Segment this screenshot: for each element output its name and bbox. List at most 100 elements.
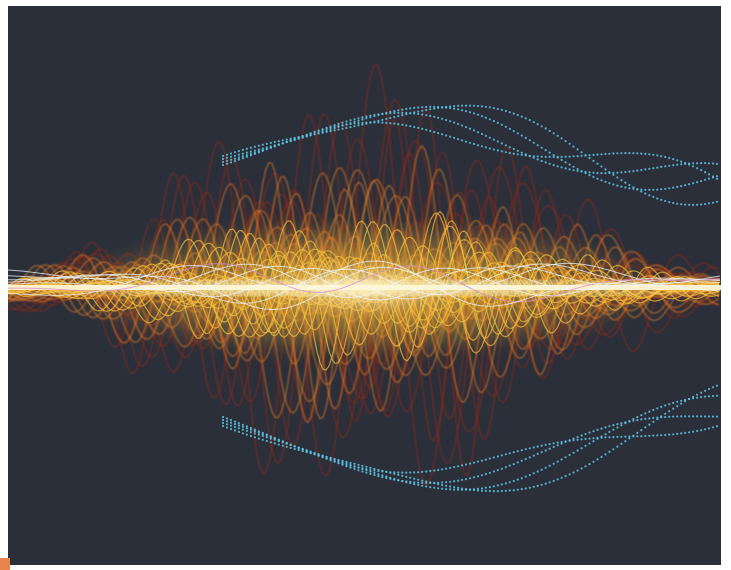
cyan-upper-dot xyxy=(281,142,284,145)
cyan-upper-dot xyxy=(660,188,663,191)
cyan-upper-dot xyxy=(715,200,719,203)
cyan-lower-dot xyxy=(628,420,631,423)
cyan-upper-dot xyxy=(604,152,607,156)
cyan-lower-dot xyxy=(636,416,639,419)
cyan-lower-dot xyxy=(572,439,575,442)
cyan-upper-dot xyxy=(488,106,491,109)
cyan-upper-dot xyxy=(281,139,284,142)
cyan-lower-dot xyxy=(608,436,611,439)
cyan-upper-dot xyxy=(349,122,352,126)
cyan-lower-dot xyxy=(508,464,511,467)
cyan-upper-dot xyxy=(337,122,340,125)
cyan-lower-dot xyxy=(660,434,663,437)
cyan-lower-dot xyxy=(676,415,679,418)
cyan-lower-dot xyxy=(528,447,531,450)
cyan-lower-dot xyxy=(596,428,599,431)
cyan-lower-dot xyxy=(636,431,639,434)
cyan-upper-dot xyxy=(532,155,535,158)
cyan-upper-dot xyxy=(389,122,392,125)
cyan-lower-dot xyxy=(715,384,719,387)
cyan-upper-dot xyxy=(560,155,563,158)
cyan-lower-dot xyxy=(524,487,527,490)
cyan-upper-dot xyxy=(249,146,252,149)
cyan-upper-dot xyxy=(548,162,551,165)
cyan-upper-dot xyxy=(325,129,328,132)
cyan-lower-dot xyxy=(269,435,272,438)
cyan-lower-dot xyxy=(512,451,515,454)
cyan-lower-dot xyxy=(672,415,675,418)
cyan-upper-dot xyxy=(437,105,440,109)
cyan-lower-dot xyxy=(381,476,384,479)
cyan-lower-dot xyxy=(588,463,591,466)
cyan-upper-dot xyxy=(620,171,623,174)
cyan-lower-dot xyxy=(556,441,559,444)
cyan-lower-dot xyxy=(277,438,280,441)
cyan-upper-dot xyxy=(556,165,559,168)
cyan-lower-dot xyxy=(417,483,420,486)
cyan-lower-dot xyxy=(241,432,244,435)
cyan-upper-dot xyxy=(524,117,527,120)
cyan-upper-dot xyxy=(704,171,707,174)
cyan-lower-dot xyxy=(437,468,440,472)
cyan-upper-dot xyxy=(684,184,687,187)
cyan-lower-dot xyxy=(425,485,428,488)
cyan-lower-dot xyxy=(453,486,456,489)
cyan-lower-dot xyxy=(449,485,452,488)
cyan-lower-dot xyxy=(500,489,503,493)
cyan-upper-dot xyxy=(692,162,695,165)
cyan-upper-dot xyxy=(696,167,699,170)
cyan-upper-dot xyxy=(221,154,225,158)
cyan-upper-dot xyxy=(652,153,655,156)
cyan-lower-dot xyxy=(564,440,567,443)
cyan-lower-dot xyxy=(289,446,292,449)
cyan-lower-dot xyxy=(237,424,240,427)
cyan-lower-dot xyxy=(544,466,547,469)
cyan-lower-dot xyxy=(676,400,679,403)
cyan-lower-dot xyxy=(540,444,543,447)
cyan-upper-dot xyxy=(480,115,484,118)
cyan-lower-dot xyxy=(484,489,487,492)
cyan-upper-dot xyxy=(508,111,511,114)
cyan-lower-dot xyxy=(353,462,356,465)
cyan-lower-dot xyxy=(532,485,535,488)
cyan-upper-dot xyxy=(652,167,655,170)
cyan-upper-dot xyxy=(564,167,567,170)
cyan-upper-dot xyxy=(233,157,237,160)
cyan-upper-dot xyxy=(445,106,448,109)
cyan-lower-dot xyxy=(640,418,643,421)
cyan-upper-dot xyxy=(596,162,599,165)
cyan-upper-dot xyxy=(632,187,635,190)
cyan-upper-dot xyxy=(460,124,464,127)
cyan-upper-dot xyxy=(484,134,487,137)
cyan-lower-dot xyxy=(484,458,487,461)
cyan-upper-dot xyxy=(241,157,244,160)
cyan-upper-dot xyxy=(261,149,264,152)
cyan-lower-dot xyxy=(576,449,579,452)
cyan-lower-dot xyxy=(496,455,499,458)
cyan-lower-dot xyxy=(632,417,635,421)
cyan-lower-dot xyxy=(560,458,563,461)
cyan-lower-dot xyxy=(373,471,376,474)
sound-wave-graphic xyxy=(8,6,721,565)
cyan-upper-dot xyxy=(389,112,392,115)
cyan-upper-dot xyxy=(596,177,599,180)
cyan-upper-dot xyxy=(700,169,703,172)
cyan-upper-dot xyxy=(660,165,663,168)
cyan-upper-dot xyxy=(656,197,659,200)
cyan-lower-dot xyxy=(604,433,607,436)
cyan-lower-dot xyxy=(628,437,631,440)
cyan-lower-dot xyxy=(285,445,288,448)
cyan-lower-dot xyxy=(269,441,272,444)
cyan-upper-dot xyxy=(241,155,244,158)
cyan-upper-dot xyxy=(349,126,352,129)
cyan-lower-dot xyxy=(604,436,607,439)
cyan-lower-dot xyxy=(508,489,511,492)
cyan-upper-dot xyxy=(516,149,519,152)
cyan-upper-dot xyxy=(644,188,647,191)
cyan-lower-dot xyxy=(445,481,448,484)
cyan-lower-dot xyxy=(516,488,519,491)
cyan-upper-dot xyxy=(369,114,372,117)
cyan-lower-dot xyxy=(696,396,699,399)
cyan-upper-dot xyxy=(504,125,507,128)
cyan-upper-dot xyxy=(512,130,515,133)
